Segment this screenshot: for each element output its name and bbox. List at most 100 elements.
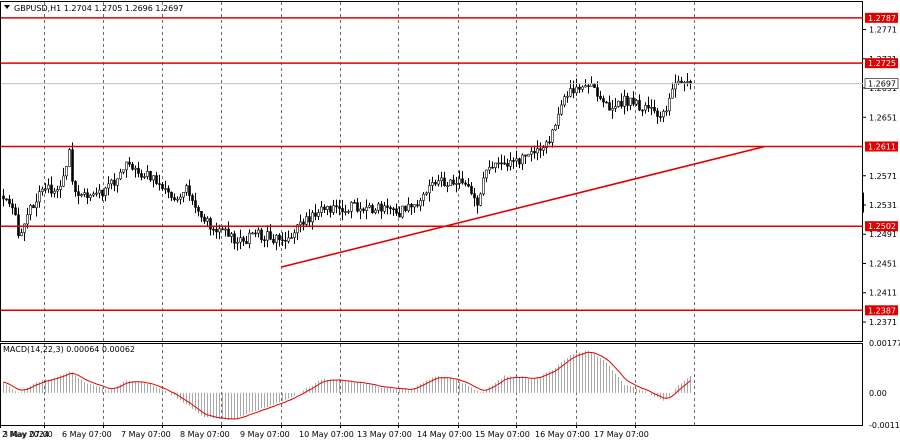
candle	[635, 98, 638, 106]
candle	[20, 228, 23, 237]
candle	[62, 167, 65, 187]
candle	[662, 109, 665, 123]
candle	[656, 107, 659, 124]
candle	[416, 199, 419, 208]
candle	[632, 91, 635, 107]
candle	[2, 188, 5, 207]
level-price-badge	[865, 58, 898, 69]
candle	[506, 158, 509, 172]
candle	[605, 100, 608, 104]
candle	[236, 237, 239, 251]
candle	[440, 171, 443, 187]
candle	[455, 176, 458, 193]
candle	[191, 193, 194, 205]
candle	[164, 180, 167, 195]
candle	[557, 107, 560, 129]
candle	[176, 196, 179, 203]
candle	[491, 161, 494, 169]
candle	[50, 176, 53, 198]
candle	[674, 74, 677, 98]
candle	[476, 195, 479, 214]
x-tick-label: 9 May 07:00	[240, 430, 290, 439]
candle	[41, 186, 44, 196]
candle	[389, 205, 392, 215]
candle	[254, 229, 257, 238]
candle	[527, 153, 530, 157]
candle	[368, 202, 371, 209]
y-tick-label: 1.2531	[869, 201, 897, 210]
candle	[287, 230, 290, 244]
candle	[590, 76, 593, 87]
candles	[2, 73, 692, 251]
level-price-badge	[865, 305, 898, 316]
candle	[224, 225, 227, 237]
x-tick-label: 16 May 07:00	[535, 430, 590, 439]
macd-signal-line	[3, 351, 691, 420]
candle	[338, 199, 341, 216]
candle	[569, 80, 572, 98]
candle	[206, 216, 209, 228]
candle	[146, 165, 149, 180]
x-tick-label: 6 May 07:00	[62, 430, 112, 439]
candle	[215, 222, 218, 239]
trend-line[interactable]	[280, 145, 765, 268]
candle	[560, 100, 563, 116]
candle	[464, 180, 467, 187]
candle	[485, 169, 488, 183]
candle	[260, 227, 263, 243]
candle	[308, 209, 311, 228]
candle	[86, 188, 89, 205]
candle	[233, 230, 236, 250]
candle	[392, 206, 395, 216]
candle	[332, 199, 335, 216]
candle	[647, 96, 650, 113]
candle	[119, 168, 122, 180]
candle	[266, 225, 269, 248]
candle	[461, 171, 464, 185]
macd-panel[interactable]: 0.00177 0.00 -0.00114	[0, 339, 900, 430]
x-tick-label: 2 May 2024	[2, 430, 49, 439]
x-tick-label: 8 May 07:00	[180, 430, 230, 439]
candle	[218, 224, 221, 240]
candle	[326, 205, 329, 216]
candle	[398, 206, 401, 218]
candle	[659, 111, 662, 122]
candle	[5, 198, 8, 201]
price-panel[interactable]: 1.27711.27311.26911.26511.25711.25311.24…	[0, 1, 899, 342]
candle	[134, 165, 137, 178]
candle	[386, 198, 389, 215]
candle	[683, 80, 686, 92]
candle	[383, 201, 386, 214]
candle	[653, 99, 656, 114]
candle	[644, 102, 647, 114]
candle	[554, 123, 557, 131]
candle	[212, 226, 215, 236]
symbol-dropdown-icon[interactable]	[4, 5, 10, 9]
candle	[668, 93, 671, 116]
x-tick-label: 3 May 07:00	[3, 430, 53, 439]
macd-tick-label: 0.00177	[869, 339, 900, 348]
candle	[350, 201, 353, 219]
candle	[473, 187, 476, 207]
candle	[98, 184, 101, 199]
y-tick-label: 1.2771	[869, 26, 897, 35]
level-price-badge	[865, 12, 898, 23]
candle	[413, 204, 416, 213]
candle	[488, 160, 491, 175]
candle	[68, 148, 71, 167]
candle	[47, 178, 50, 193]
candle	[422, 191, 425, 207]
candle	[686, 73, 689, 87]
candle	[89, 193, 92, 202]
candle	[446, 182, 449, 193]
candle	[113, 173, 116, 192]
level-price-label: 1.2787	[868, 14, 896, 23]
candle	[347, 209, 350, 214]
candle	[278, 233, 281, 247]
candle	[548, 136, 551, 145]
y-tick-label: 1.2651	[869, 113, 897, 122]
candle	[353, 199, 356, 204]
candle	[35, 193, 38, 217]
candle	[290, 232, 293, 240]
candle	[623, 89, 626, 115]
